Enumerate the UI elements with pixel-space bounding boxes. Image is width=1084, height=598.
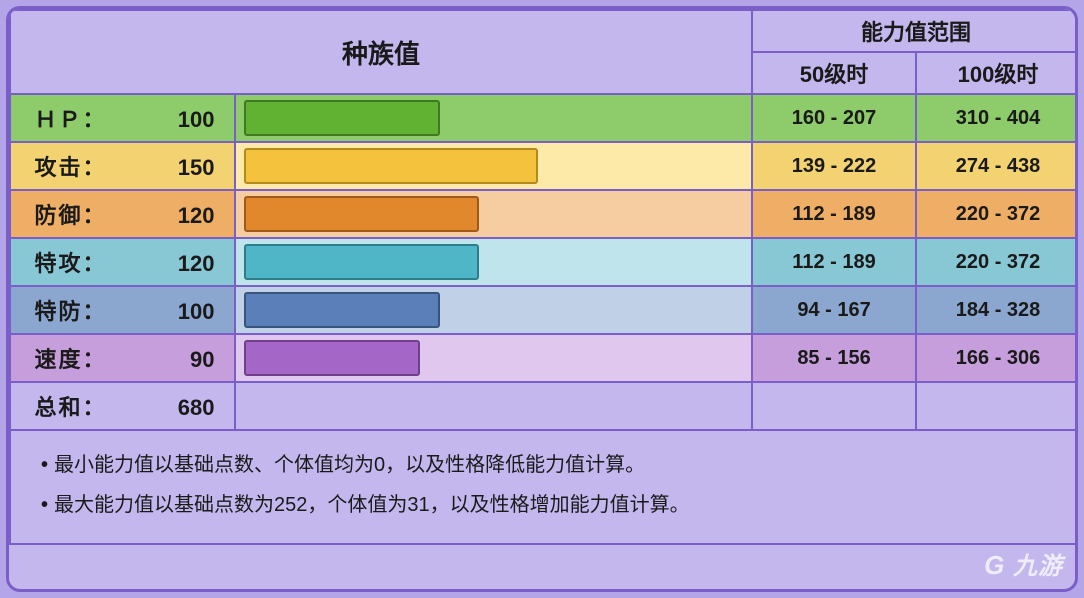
stat-label-atk: 攻击：150	[10, 142, 235, 190]
stat-range50-atk: 139 - 222	[752, 142, 916, 190]
stat-range100-spatk: 220 - 372	[916, 238, 1078, 286]
stat-range100-spdef: 184 - 328	[916, 286, 1078, 334]
stat-range50-spatk: 112 - 189	[752, 238, 916, 286]
stat-bar-spatk	[235, 238, 752, 286]
stat-range100-atk: 274 - 438	[916, 142, 1078, 190]
stat-row-total: 总和：680	[10, 382, 1078, 430]
stat-bar-total	[235, 382, 752, 430]
stat-bar-fill-spatk	[244, 244, 479, 280]
stat-label-hp: ＨＰ：100	[10, 94, 235, 142]
stat-range100-total	[916, 382, 1078, 430]
stats-panel: 种族值 能力值范围 50级时 100级时 ＨＰ：100 160 - 207310 …	[6, 6, 1078, 592]
stat-range100-def: 220 - 372	[916, 190, 1078, 238]
stat-bar-hp	[235, 94, 752, 142]
stat-range100-hp: 310 - 404	[916, 94, 1078, 142]
header-at-50: 50级时	[752, 52, 916, 94]
footer-row: •最小能力值以基础点数、个体值均为0，以及性格降低能力值计算。•最大能力值以基础…	[10, 430, 1078, 544]
stat-bar-fill-hp	[244, 100, 440, 136]
stat-row-hp: ＨＰ：100 160 - 207310 - 404	[10, 94, 1078, 142]
stats-table: 种族值 能力值范围 50级时 100级时 ＨＰ：100 160 - 207310 …	[9, 9, 1078, 545]
stat-label-def: 防御：120	[10, 190, 235, 238]
stat-label-spd: 速度：90	[10, 334, 235, 382]
stat-range50-total	[752, 382, 916, 430]
stat-range50-hp: 160 - 207	[752, 94, 916, 142]
header-base-stats: 种族值	[10, 10, 752, 94]
stat-range50-def: 112 - 189	[752, 190, 916, 238]
header-range-title: 能力值范围	[752, 10, 1078, 52]
stat-bar-fill-def	[244, 196, 479, 232]
stat-row-atk: 攻击：150 139 - 222274 - 438	[10, 142, 1078, 190]
stat-label-total: 总和：680	[10, 382, 235, 430]
stat-label-spdef: 特防：100	[10, 286, 235, 334]
stat-row-spatk: 特攻：120 112 - 189220 - 372	[10, 238, 1078, 286]
stat-row-def: 防御：120 112 - 189220 - 372	[10, 190, 1078, 238]
stat-bar-def	[235, 190, 752, 238]
stat-row-spdef: 特防：100 94 - 167184 - 328	[10, 286, 1078, 334]
header-at-100: 100级时	[916, 52, 1078, 94]
stat-bar-atk	[235, 142, 752, 190]
stat-range100-spd: 166 - 306	[916, 334, 1078, 382]
stat-bar-fill-atk	[244, 148, 538, 184]
stat-bar-spd	[235, 334, 752, 382]
stat-row-spd: 速度：90 85 - 156166 - 306	[10, 334, 1078, 382]
stat-range50-spdef: 94 - 167	[752, 286, 916, 334]
footer-notes: •最小能力值以基础点数、个体值均为0，以及性格降低能力值计算。•最大能力值以基础…	[10, 430, 1078, 544]
stat-bar-spdef	[235, 286, 752, 334]
stat-label-spatk: 特攻：120	[10, 238, 235, 286]
watermark: G 九游	[984, 546, 1063, 581]
stat-bar-fill-spd	[244, 340, 420, 376]
stat-range50-spd: 85 - 156	[752, 334, 916, 382]
stat-bar-fill-spdef	[244, 292, 440, 328]
